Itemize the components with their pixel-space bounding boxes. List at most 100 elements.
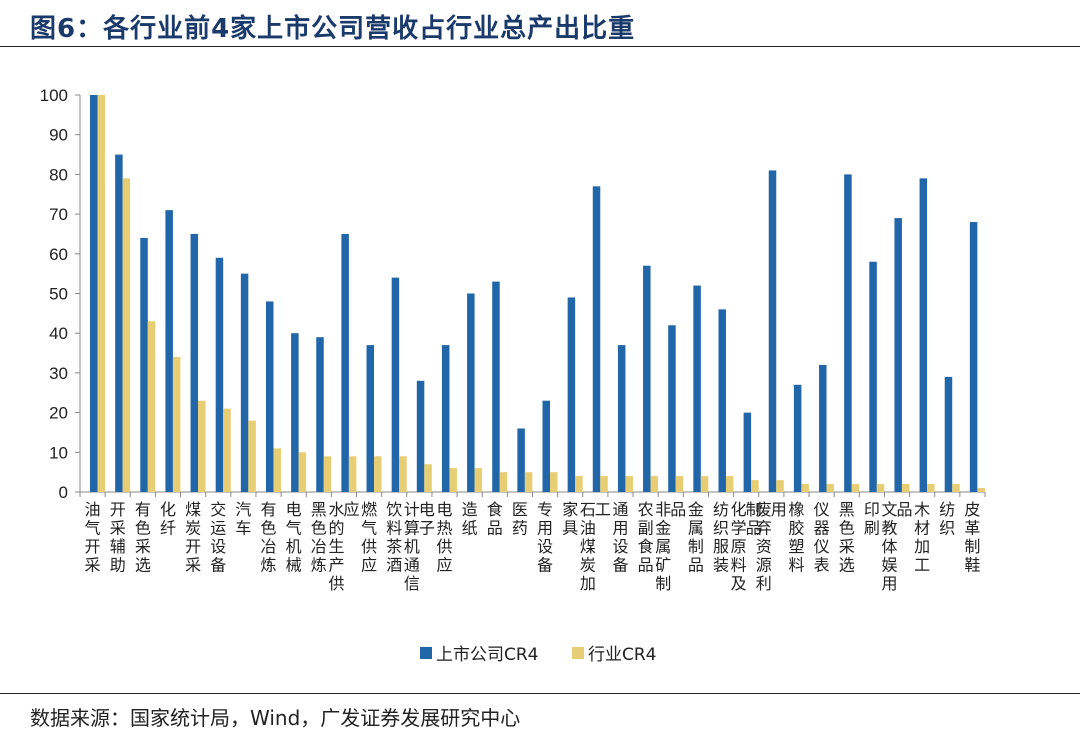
category-label-char: 色	[839, 519, 855, 538]
category-label-char: 采	[85, 556, 101, 575]
category-label-char: 黑	[839, 500, 855, 519]
category-label-char: 农	[638, 500, 654, 519]
category-label-char: 仪	[814, 537, 830, 556]
category-label-char: 茶	[386, 537, 402, 556]
category-label: 纺织	[939, 500, 955, 538]
bar-industry-cr4	[876, 484, 885, 492]
category-label-char: 色	[135, 519, 151, 538]
category-label-char: 及	[731, 574, 747, 593]
category-label-char: 气	[85, 519, 101, 538]
bar-listed-cr4	[869, 261, 877, 492]
bar-industry-cr4	[348, 456, 357, 492]
category-label-char: 塑	[788, 537, 804, 556]
category-label-char: 工	[595, 500, 611, 519]
bar-industry-cr4	[901, 484, 910, 492]
category-label-char: 油	[580, 519, 596, 538]
bar-listed-cr4	[919, 178, 928, 492]
category-label-char: 车	[235, 519, 251, 538]
bar-industry-cr4	[248, 420, 256, 492]
bar-listed-cr4	[492, 281, 500, 492]
category-label-char: 开	[185, 537, 201, 556]
category-label: 印刷	[864, 500, 880, 538]
category-label-char: 冶	[261, 537, 277, 556]
bar-listed-cr4	[768, 170, 777, 492]
bar-industry-cr4	[223, 408, 231, 492]
category-label: 家具	[562, 500, 578, 538]
category-label-char: 开	[85, 537, 101, 556]
category-label-char: 气	[361, 519, 377, 538]
bar-listed-cr4	[467, 293, 475, 492]
category-label-char: 鞋	[964, 556, 980, 575]
y-tick-label: 60	[49, 245, 68, 264]
bar-industry-cr4	[273, 448, 281, 492]
bar-industry-cr4	[122, 178, 131, 492]
category-label-char: 用	[771, 500, 787, 519]
bar-industry-cr4	[374, 456, 382, 492]
category-label-char: 设	[210, 537, 226, 556]
category-label-char: 计	[404, 500, 420, 519]
bar-industry-cr4	[725, 476, 734, 492]
category-label-char: 服	[713, 537, 729, 556]
category-label-char: 备	[612, 556, 628, 575]
bars	[90, 95, 985, 493]
bar-listed-cr4	[517, 428, 525, 492]
category-label-char: 品	[487, 519, 503, 538]
category-label-char: 装	[713, 556, 729, 575]
y-tick-label: 40	[49, 324, 68, 343]
category-label-char: 金	[655, 519, 671, 538]
category-label-char: 选	[135, 556, 151, 575]
legend-item-industry-cr4: 行业CR4	[572, 645, 657, 665]
category-label: 造纸	[462, 500, 478, 538]
category-label-char: 色	[311, 519, 327, 538]
category-label-char: 药	[512, 519, 528, 538]
category-label-char: 属	[688, 519, 704, 538]
category-label-char: 体	[882, 537, 898, 556]
category-label-char: 皮	[964, 500, 980, 519]
category-label-char: 子	[419, 519, 435, 538]
category-label-char: 助	[110, 556, 126, 575]
y-tick-label: 10	[49, 443, 68, 462]
category-label-char: 供	[437, 537, 453, 556]
bar-industry-cr4	[927, 484, 935, 492]
category-label-char: 供	[328, 574, 344, 593]
category-label-char: 食	[487, 500, 503, 519]
category-label-char: 工	[914, 556, 930, 575]
bar-industry-cr4	[323, 456, 332, 492]
category-label-char: 织	[939, 519, 955, 538]
category-label-char: 炭	[580, 556, 596, 575]
bar-listed-cr4	[592, 186, 601, 492]
category-label: 化纤	[160, 500, 176, 538]
category-label-char: 学	[731, 519, 747, 538]
category-label-char: 品	[670, 500, 686, 519]
category-label-char: 通	[612, 500, 628, 519]
category-label-char: 饮	[386, 500, 402, 519]
bar-industry-cr4	[575, 476, 583, 492]
category-label-char: 教	[882, 519, 898, 538]
category-label-char: 机	[404, 537, 420, 556]
bar-listed-cr4	[240, 273, 249, 492]
category-label-char: 备	[537, 556, 553, 575]
category-label-char: 设	[612, 537, 628, 556]
bar-industry-cr4	[600, 476, 608, 492]
category-label-char: 信	[404, 574, 420, 593]
category-label: 医药	[512, 500, 528, 538]
axes: 0 10 20 30 40 50 60 70 80 90 100	[40, 86, 986, 502]
category-label-char: 电	[419, 500, 435, 519]
category-label-char: 用	[612, 519, 628, 538]
bar-listed-cr4	[215, 257, 224, 492]
category-label-char: 纤	[160, 519, 176, 538]
bar-industry-cr4	[977, 488, 985, 492]
category-label-char: 源	[756, 556, 772, 575]
